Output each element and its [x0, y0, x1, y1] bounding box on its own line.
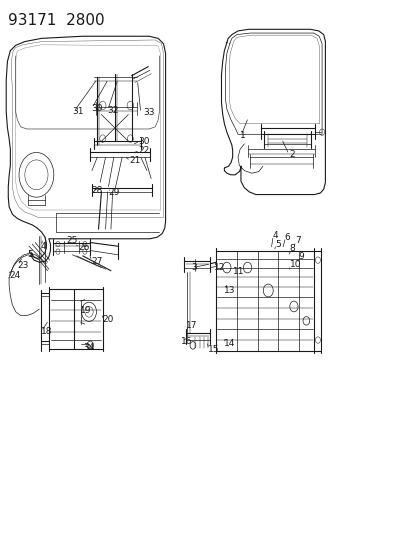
- Text: 3: 3: [191, 263, 197, 272]
- Text: 16: 16: [181, 337, 192, 345]
- Text: 6: 6: [284, 233, 290, 241]
- Text: 29: 29: [108, 189, 119, 197]
- Text: 17: 17: [186, 321, 197, 329]
- Text: 5: 5: [27, 251, 33, 259]
- Text: 32: 32: [107, 106, 118, 115]
- Text: 12: 12: [214, 263, 225, 272]
- Text: 30: 30: [138, 137, 150, 146]
- Text: 10: 10: [289, 261, 301, 269]
- Text: 24: 24: [9, 271, 20, 280]
- Text: 28: 28: [91, 186, 102, 195]
- Text: 18: 18: [40, 327, 52, 336]
- Text: 27: 27: [91, 257, 102, 265]
- Text: 20: 20: [102, 316, 114, 324]
- Text: 9: 9: [297, 253, 303, 261]
- Text: 25: 25: [66, 237, 77, 245]
- Text: 30: 30: [91, 104, 102, 112]
- Text: 4: 4: [272, 231, 278, 240]
- Text: 5: 5: [275, 240, 280, 248]
- Text: 11: 11: [232, 268, 244, 276]
- Text: 13: 13: [224, 286, 235, 295]
- Text: 8: 8: [289, 245, 295, 253]
- Text: 26: 26: [78, 244, 90, 252]
- Text: 2: 2: [289, 150, 295, 159]
- Text: 31: 31: [72, 108, 84, 116]
- Text: 4: 4: [40, 242, 46, 251]
- Text: 19: 19: [79, 306, 91, 314]
- Text: 93171  2800: 93171 2800: [8, 13, 104, 28]
- Text: 22: 22: [138, 146, 150, 155]
- Text: 33: 33: [142, 109, 154, 117]
- Text: 14: 14: [224, 340, 235, 348]
- Text: 7: 7: [294, 237, 300, 245]
- Text: 21: 21: [129, 157, 140, 165]
- Text: 34: 34: [83, 343, 94, 352]
- Text: 15: 15: [207, 345, 219, 353]
- Text: 1: 1: [240, 132, 245, 140]
- Text: 23: 23: [17, 261, 28, 270]
